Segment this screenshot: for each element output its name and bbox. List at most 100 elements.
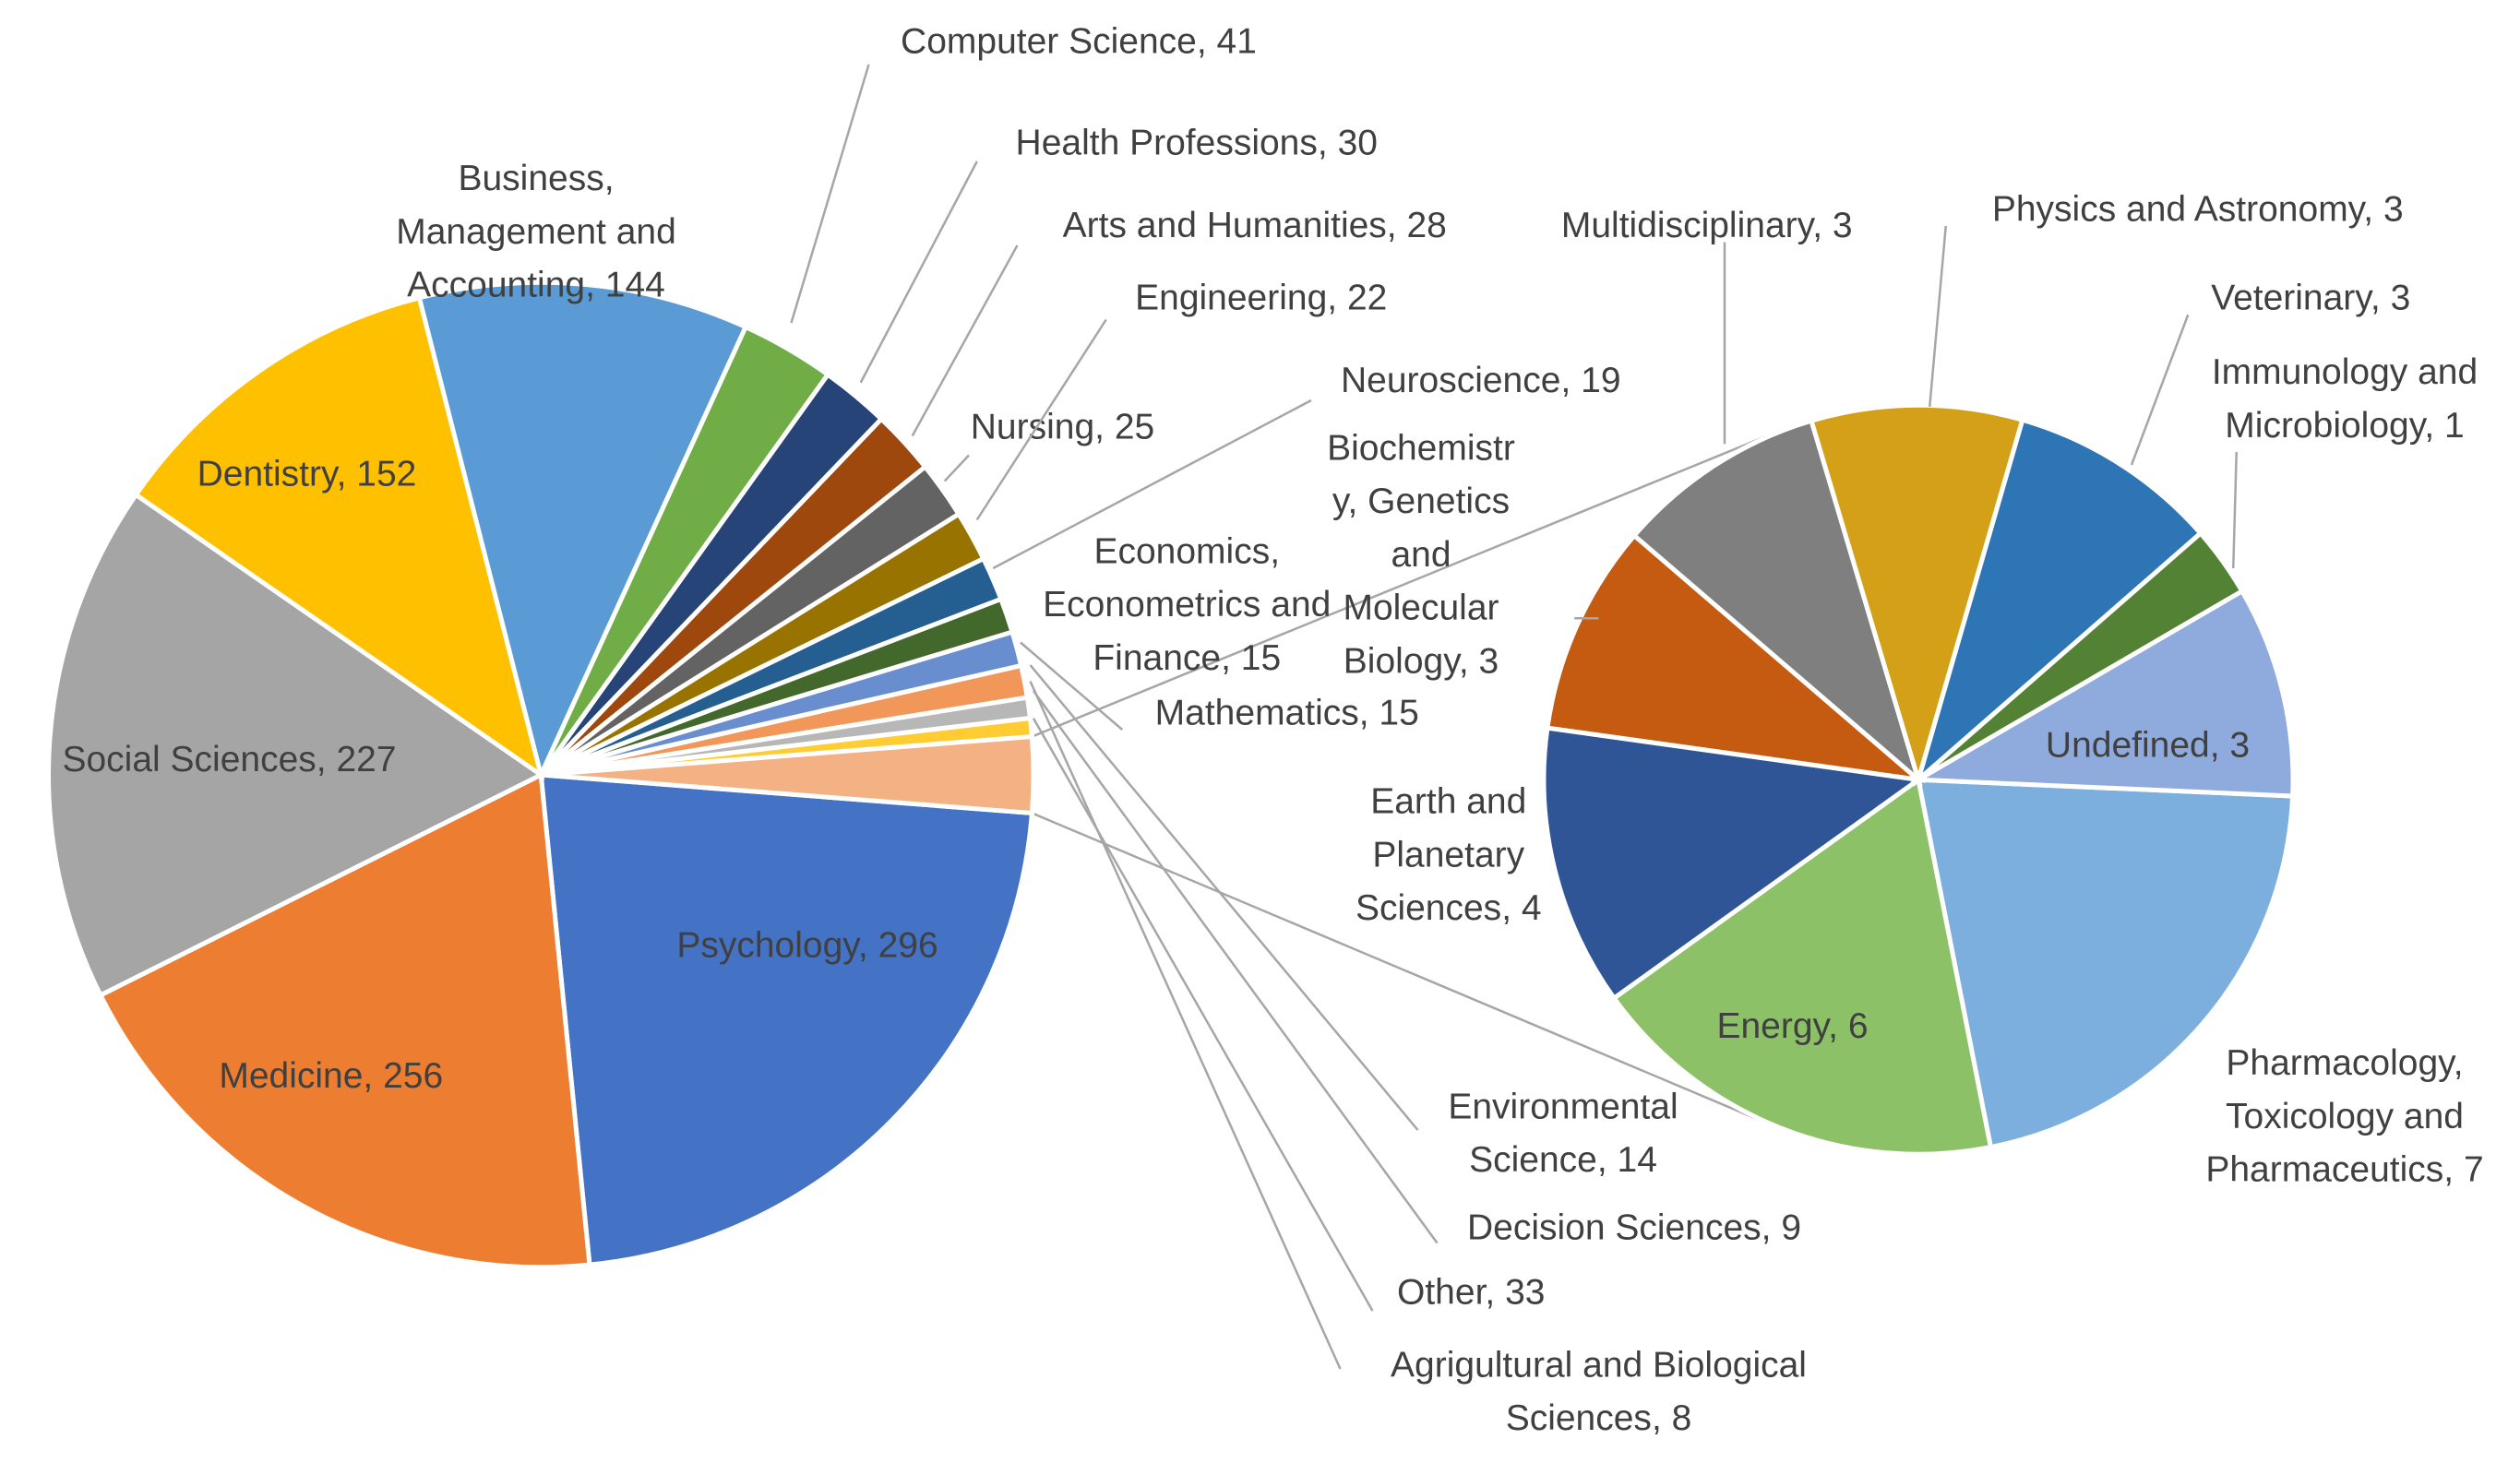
- category-text: Immunology and: [2212, 352, 2478, 392]
- leader-line: [992, 398, 1312, 570]
- label-line: Undefined, 3: [2046, 726, 2250, 766]
- value-text: 7: [2464, 1150, 2484, 1190]
- value-text: 256: [383, 1056, 443, 1096]
- category-text: Microbiology: [2225, 406, 2427, 446]
- category-text: Nursing: [971, 408, 1094, 447]
- data-label: Mathematics, 15: [1155, 694, 1419, 733]
- category-text: Finance: [1093, 638, 1221, 678]
- leader-line: [859, 161, 978, 384]
- label-line: Other, 33: [1397, 1273, 1545, 1313]
- leader-line: [2232, 451, 2238, 569]
- label-line: Earth and: [1370, 782, 1526, 822]
- label-line: and: [1391, 535, 1451, 575]
- data-label: Multidisciplinary, 3: [1561, 206, 1853, 245]
- value-text: 144: [605, 266, 665, 305]
- data-label: Decision Sciences, 9: [1467, 1208, 1801, 1248]
- data-label: Nursing, 25: [971, 408, 1154, 447]
- data-label: Medicine, 256: [219, 1056, 443, 1096]
- value-text: 4: [1522, 888, 1542, 928]
- leader-line: [1032, 718, 1374, 1312]
- value-text: 3: [1479, 642, 1499, 682]
- label-line: Environmental: [1448, 1088, 1678, 1127]
- value-text: 3: [2229, 726, 2250, 766]
- value-text: 28: [1406, 206, 1446, 245]
- data-label: Engineering, 22: [1135, 279, 1387, 318]
- data-label: Energy, 6: [1716, 1006, 1868, 1046]
- value-text: 41: [1217, 22, 1257, 62]
- category-text: Engineering: [1135, 279, 1327, 318]
- data-label: Economics, Econometrics and Finance, 15: [1043, 532, 1331, 679]
- pie-slice: [97, 771, 592, 1270]
- data-label: Other, 33: [1397, 1273, 1545, 1313]
- label-line: Accounting, 144: [407, 266, 665, 305]
- category-text: Multidisciplinary: [1561, 206, 1816, 245]
- leader-line: [1029, 680, 1342, 1370]
- category-text: Accounting: [407, 266, 585, 305]
- label-line: Economics,: [1093, 532, 1280, 572]
- leader-line: [1032, 690, 1439, 1244]
- leader-line: [911, 244, 1019, 437]
- label-line: Arts and Humanities, 28: [1063, 206, 1447, 245]
- label-line: Biology, 3: [1344, 642, 1499, 682]
- category-text: Molecular: [1343, 589, 1499, 628]
- label-line: Management and: [396, 212, 676, 252]
- label-line: Sciences, 4: [1356, 888, 1542, 928]
- data-label: Dentistry, 152: [197, 455, 417, 494]
- label-line: Physics and Astronomy, 3: [1992, 190, 2404, 230]
- pie-slice: [1610, 775, 1994, 1157]
- label-line: Microbiology, 1: [2225, 406, 2464, 446]
- data-label: Health Professions, 30: [1016, 124, 1378, 163]
- category-text: Sciences: [1506, 1398, 1652, 1438]
- value-text: 30: [1338, 124, 1378, 163]
- pie-slice: [538, 772, 1035, 1267]
- leader-line: [1020, 641, 1124, 731]
- category-text: Social Sciences: [62, 740, 316, 779]
- label-line: Mathematics, 15: [1155, 694, 1419, 733]
- data-label: Agrigultural and Biological Sciences, 8: [1391, 1346, 1807, 1439]
- category-text: Toxicology and: [2226, 1097, 2464, 1136]
- category-text: Biology: [1344, 642, 1462, 682]
- label-line: Energy, 6: [1716, 1006, 1868, 1046]
- label-line: Finance, 15: [1093, 638, 1281, 678]
- leader-line: [790, 64, 870, 324]
- label-line: Agrigultural and Biological: [1391, 1346, 1807, 1386]
- category-text: Health Professions: [1016, 124, 1318, 163]
- label-line: Veterinary, 3: [2211, 279, 2410, 318]
- data-label: Psychology, 296: [676, 926, 938, 966]
- category-text: Economics,: [1093, 532, 1280, 572]
- label-line: Econometrics and: [1043, 585, 1331, 624]
- category-text: Pharmacology,: [2226, 1043, 2463, 1083]
- pie-slice: [132, 294, 545, 780]
- label-line: Social Sciences, 227: [62, 740, 396, 779]
- pie-slice: [1915, 777, 2296, 1150]
- label-line: Immunology and: [2212, 352, 2478, 392]
- category-text: y, Genetics: [1332, 482, 1510, 521]
- data-label: Business, Management and Accounting, 144: [396, 159, 676, 305]
- value-text: 19: [1581, 361, 1620, 400]
- pie-slice: [1914, 417, 2204, 787]
- pie-slice: [1910, 588, 2296, 799]
- value-text: 8: [1672, 1398, 1692, 1438]
- value-text: 15: [1379, 694, 1418, 733]
- connector-line: [1031, 426, 1788, 738]
- category-text: Undefined: [2046, 726, 2210, 766]
- category-text: Biochemistr: [1327, 429, 1515, 469]
- value-text: 14: [1618, 1140, 1657, 1180]
- pie-slice: [541, 733, 1036, 816]
- value-text: 1: [2444, 406, 2465, 446]
- category-text: Environmental: [1448, 1088, 1678, 1127]
- value-text: 9: [1781, 1208, 1801, 1248]
- category-text: Energy: [1716, 1006, 1831, 1046]
- category-text: Arts and Humanities: [1063, 206, 1387, 245]
- leader-line: [2130, 314, 2190, 466]
- label-line: y, Genetics: [1332, 482, 1510, 521]
- data-label: Undefined, 3: [2046, 726, 2250, 766]
- category-text: Science: [1469, 1140, 1597, 1180]
- data-label: Biochemistr y, Genetics and Molecular Biolog…: [1327, 429, 1515, 682]
- data-label: Pharmacology, Toxicology and Pharmaceutics…: [2205, 1043, 2483, 1190]
- label-line: Business,: [458, 159, 614, 198]
- data-label: Computer Science, 41: [901, 22, 1257, 62]
- category-text: Medicine: [219, 1056, 363, 1096]
- value-text: 33: [1505, 1273, 1545, 1313]
